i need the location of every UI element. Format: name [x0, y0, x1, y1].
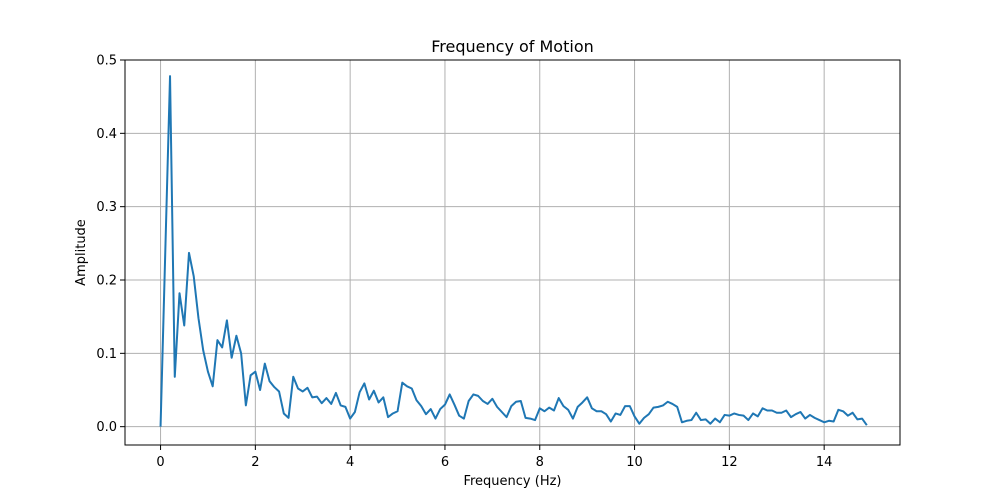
x-tick-label: 4	[346, 455, 354, 470]
x-tick-label: 12	[721, 455, 738, 470]
y-tick-label: 0.4	[96, 127, 117, 142]
y-tick-label: 0.3	[96, 200, 117, 215]
y-ticks: 0.0 0.1 0.2 0.3 0.4 0.5	[96, 54, 125, 435]
x-tick-label: 0	[156, 455, 164, 470]
y-tick-label: 0.2	[96, 274, 117, 289]
y-axis-title: Amplitude	[74, 219, 89, 286]
series-line	[159, 75, 868, 427]
x-tick-label: 10	[626, 455, 643, 470]
chart-title: Frequency of Motion	[431, 37, 594, 56]
x-axis-title: Frequency (Hz)	[463, 474, 561, 489]
x-ticks: 0 2 4 6 8 10 12 14	[156, 445, 832, 470]
x-tick-label: 6	[441, 455, 449, 470]
axes-frame	[124, 59, 901, 446]
x-tick-label: 14	[816, 455, 833, 470]
x-tick-label: 8	[536, 455, 544, 470]
y-tick-label: 0.5	[96, 54, 117, 69]
y-tick-label: 0.1	[96, 347, 117, 362]
x-tick-label: 2	[251, 455, 259, 470]
y-tick-label: 0.0	[96, 420, 117, 435]
